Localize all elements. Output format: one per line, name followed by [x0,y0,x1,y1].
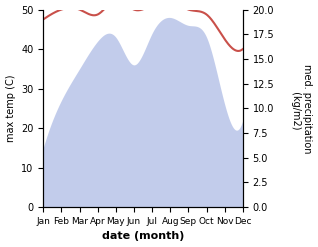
Y-axis label: max temp (C): max temp (C) [5,75,16,142]
Y-axis label: med. precipitation
 (kg/m2): med. precipitation (kg/m2) [291,64,313,153]
X-axis label: date (month): date (month) [102,231,184,242]
